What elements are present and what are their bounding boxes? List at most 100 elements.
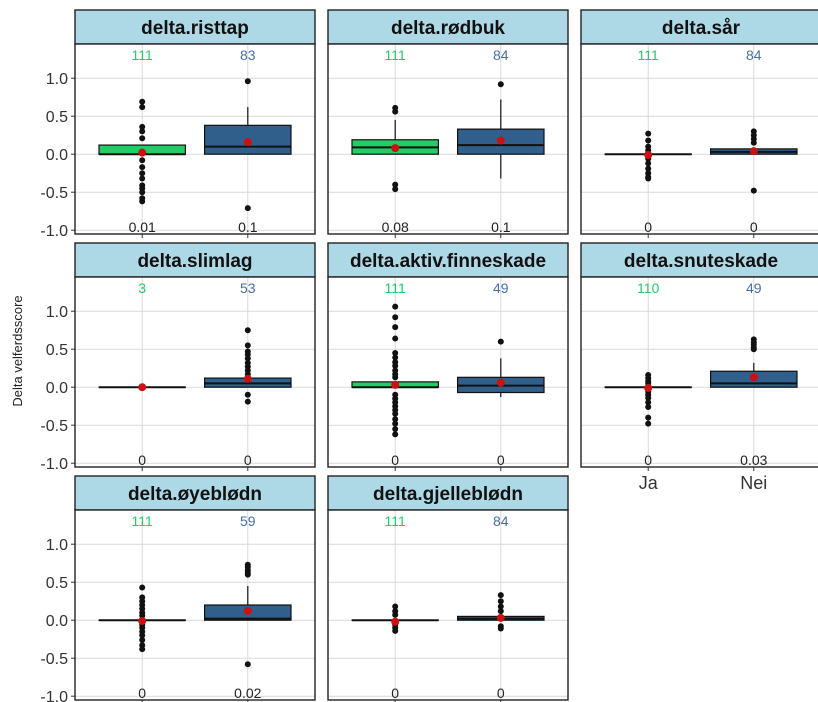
nei-count-label: 84 [746,47,762,63]
panel-border [580,43,818,235]
ja-outlier-point [645,403,652,410]
y-tick-label: 1.0 [46,304,68,321]
ja-outlier-point [139,612,146,619]
nei-mean-point [749,147,758,156]
nei-pvalue-label: 0 [497,452,505,468]
nei-outlier-point [750,346,757,353]
y-tick-label: -1.0 [40,689,68,702]
ja-mean-point [391,380,400,389]
ja-count-label: 111 [638,47,659,63]
nei-outlier-point [497,608,504,615]
panel-border [327,43,569,235]
ja-outlier-point [392,324,399,331]
ja-mean-point [644,383,653,392]
nei-outlier-point [244,327,251,334]
ja-count-label: 111 [132,47,153,63]
nei-outlier-point [497,338,504,345]
panel-6: delta.snuteskade 110 0 Ja 49 0.03 Nei [580,242,818,493]
panel-1: delta.risttap1.00.50.0-0.5-1.01110.01Ja8… [40,9,316,260]
ja-count-label: 111 [385,513,406,529]
ja-count-label: 111 [385,47,406,63]
nei-outlier-point [750,187,757,194]
nei-count-label: 83 [240,47,256,63]
ja-outlier-point [139,175,146,182]
panel-border [327,509,569,701]
ja-outlier-point [392,362,399,369]
nei-pvalue-label: 0.1 [238,219,258,235]
ja-outlier-point [139,636,146,643]
panel-title: delta.øyeblødn [128,484,262,505]
nei-box [457,128,545,155]
nei-outlier-point [244,398,251,405]
ja-outlier-point [645,420,652,427]
ja-mean-point [644,150,653,159]
ja-outlier-point [645,130,652,137]
nei-count-label: 49 [493,280,509,296]
ja-outlier-point [392,303,399,310]
ja-count-label: 111 [132,513,153,529]
y-tick-label: -1.0 [40,456,68,473]
ja-outlier-point [139,135,146,142]
panel-title: delta.snuteskade [624,251,778,272]
ja-outlier-point [392,186,399,193]
ja-outlier-point [139,632,146,639]
nei-pvalue-label: 0 [244,452,252,468]
panel-border [74,43,316,235]
ja-outlier-point [392,350,399,356]
nei-outlier-point [497,603,504,610]
nei-mean-point [243,607,252,616]
panel-strip [580,242,818,278]
ja-outlier-point [139,104,146,111]
y-tick-label: -0.5 [40,418,68,435]
nei-outlier-point [244,571,251,578]
nei-pvalue-label: 0.02 [234,685,261,701]
ja-outlier-point [645,160,652,167]
nei-pvalue-label: 0 [497,685,505,701]
ja-outlier-point [392,354,399,361]
plot-area [581,44,818,234]
ja-outlier-point [645,414,652,421]
nei-count-label: 59 [240,513,256,529]
panel-strip [74,242,316,278]
y-tick-label: 0.0 [46,147,68,164]
nei-count-label: 84 [493,47,509,63]
panel-border [580,276,818,468]
ja-pvalue-label: 0.08 [382,219,409,235]
ja-count-label: 111 [385,280,406,296]
ja-outlier-point [139,646,146,653]
ja-outlier-point [139,123,146,130]
panel-3: delta.sår1110Ja840Nei [580,9,818,260]
nei-outlier-point [244,355,251,362]
ja-mean-point [138,383,147,392]
nei-outlier-point [497,81,504,88]
plot-area [75,277,315,467]
ja-outlier-point [392,374,399,381]
ja-outlier-point [392,426,399,432]
nei-outlier-point [750,139,757,146]
ja-outlier-point [392,314,399,321]
nei-mean-point [496,136,505,145]
ja-outlier-point [139,189,146,196]
nei-mean-point [496,378,505,387]
nei-pvalue-label: 0 [750,219,758,235]
ja-outlier-point [392,431,399,438]
panel-7: delta.øyeblødn1.00.50.0-0.5-1.01110Ja590… [40,475,316,702]
ja-outlier-point [139,128,146,135]
panel-strip [327,242,569,278]
x-tick-label: Ja [639,473,659,493]
ja-mean-point [391,617,400,626]
ja-pvalue-label: 0 [138,685,146,701]
ja-mean-point [138,616,147,625]
nei-mean-point [749,373,758,382]
ja-outlier-point [645,394,652,401]
y-tick-label: -0.5 [40,651,68,668]
ja-outlier-point [645,165,652,172]
nei-outlier-point [244,391,251,398]
nei-mean-point [243,138,252,147]
ja-outlier-point [392,627,399,634]
panel-5: delta.aktiv.finneskade1110Ja490Nei [327,242,569,493]
ja-pvalue-label: 0 [391,685,399,701]
ja-outlier-point [392,603,399,610]
